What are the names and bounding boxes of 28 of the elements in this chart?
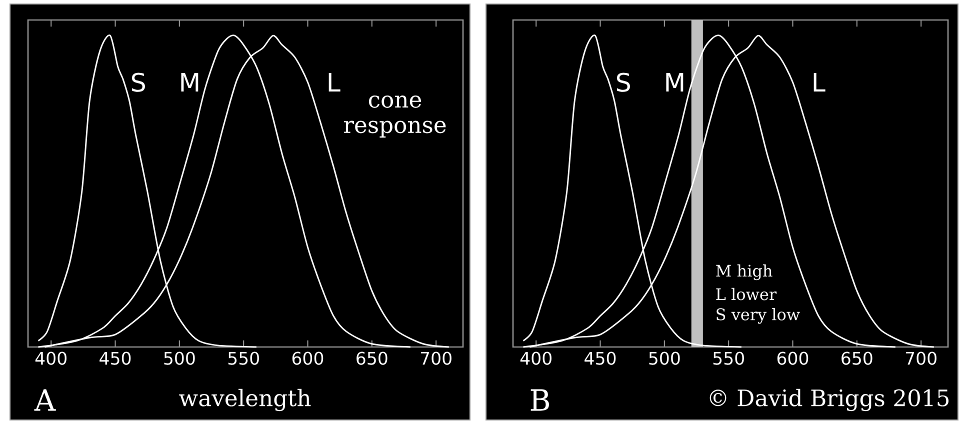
text: A bbox=[34, 389, 56, 411]
series-label: M bbox=[181, 73, 198, 92]
annotation: M high bbox=[716, 264, 772, 280]
series-label: L bbox=[328, 73, 340, 92]
x-axis-title: wavelength bbox=[179, 388, 311, 412]
series-label: L bbox=[814, 73, 826, 92]
x-tick-label: 500 bbox=[164, 352, 195, 365]
x-tick-label: 400 bbox=[35, 352, 66, 365]
annotation: S very low bbox=[716, 308, 800, 324]
x-tick-label: 400 bbox=[520, 352, 552, 365]
text: B bbox=[530, 389, 549, 411]
text: © David Briggs 2015 bbox=[710, 388, 949, 412]
x-tick-label: 550 bbox=[228, 352, 259, 365]
x-tick-label: 450 bbox=[584, 352, 616, 365]
x-tick-label: 650 bbox=[842, 352, 872, 365]
x-tick-label: 600 bbox=[292, 352, 324, 365]
annotation: cone response bbox=[344, 95, 446, 138]
series-label: S bbox=[616, 72, 630, 92]
annotation: L lower bbox=[716, 288, 777, 300]
x-tick-label: 700 bbox=[420, 352, 452, 365]
x-tick-label: 650 bbox=[356, 352, 388, 365]
series-label: S bbox=[132, 72, 145, 92]
x-tick-label: 550 bbox=[713, 352, 744, 365]
x-tick-label: 700 bbox=[906, 352, 936, 365]
x-tick-label: 450 bbox=[100, 352, 131, 365]
x-tick-label: 600 bbox=[777, 352, 808, 365]
series-label: M bbox=[666, 73, 684, 92]
x-tick-label: 500 bbox=[649, 352, 680, 365]
